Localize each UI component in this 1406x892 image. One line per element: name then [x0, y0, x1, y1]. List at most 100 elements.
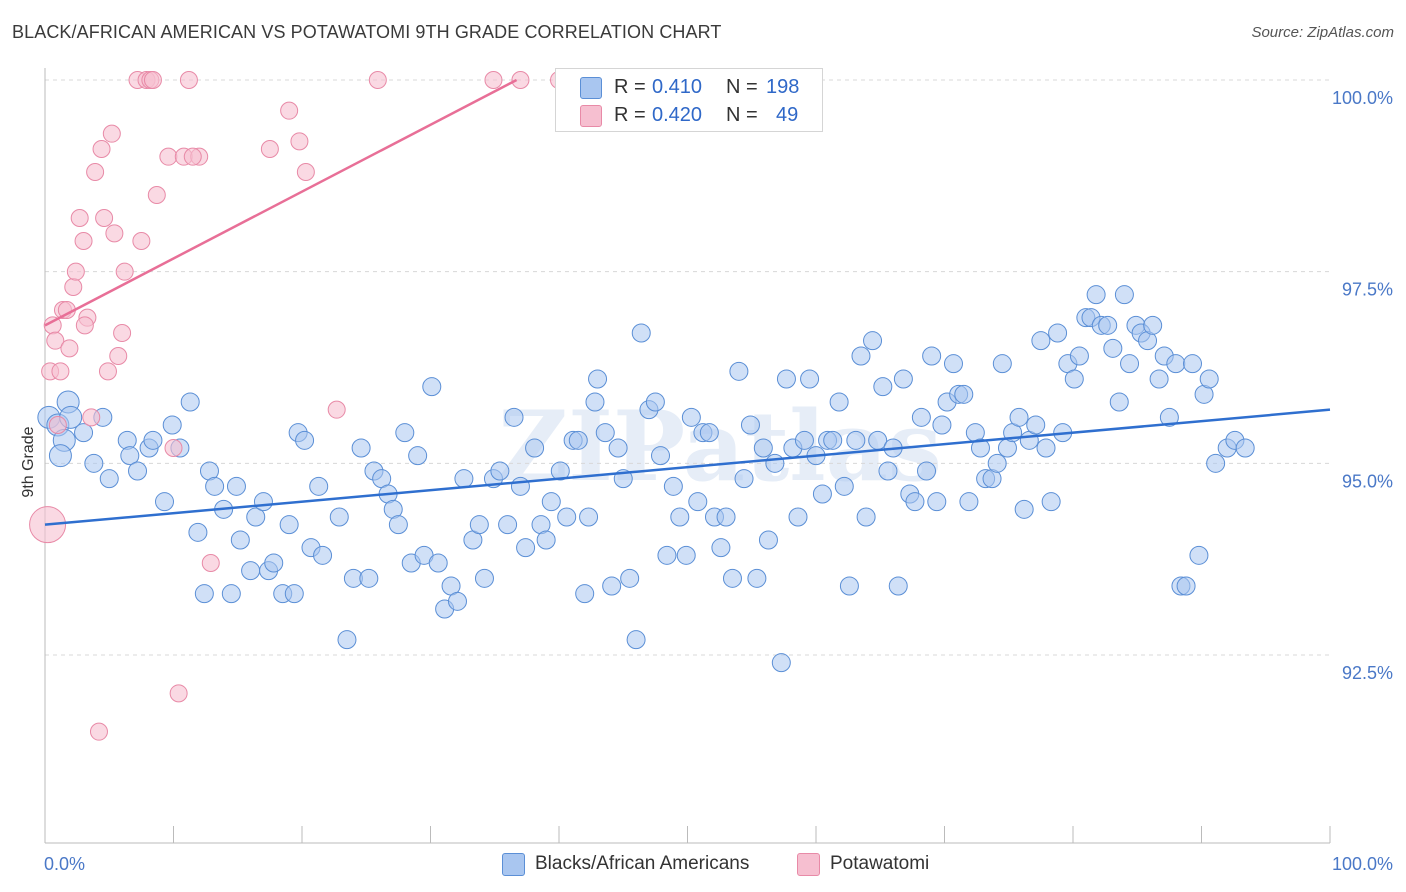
scatter-point-blacks	[454, 469, 474, 489]
scatter-point-potawatomi	[75, 316, 94, 335]
scatter-point-potawatomi	[82, 408, 101, 427]
scatter-point-blacks	[758, 530, 778, 550]
scatter-point-blacks	[284, 584, 304, 604]
scatter-point-blacks	[74, 423, 94, 443]
scatter-point-blacks	[309, 476, 329, 496]
scatter-point-potawatomi	[46, 331, 65, 350]
scatter-point-blacks	[987, 453, 1007, 473]
scatter-point-blacks	[1064, 369, 1084, 389]
scatter-point-blacks	[1014, 499, 1034, 519]
x-tick-label: 100.0%	[1332, 854, 1393, 874]
scatter-point-blacks	[264, 553, 284, 573]
scatter-point-blacks	[800, 369, 820, 389]
scatter-point-blacks	[911, 407, 931, 427]
scatter-point-potawatomi	[98, 362, 117, 381]
scatter-point-blacks	[959, 492, 979, 512]
scatter-point-blacks	[812, 484, 832, 504]
scatter-point-blacks	[253, 492, 273, 512]
scatter-point-blacks	[722, 568, 742, 588]
scatter-point-blacks	[681, 407, 701, 427]
scatter-point-blacks	[180, 392, 200, 412]
scatter-point-blacks	[670, 507, 690, 527]
scatter-point-blacks	[771, 653, 791, 673]
scatter-point-blacks	[1086, 285, 1106, 305]
scatter-point-blacks	[873, 377, 893, 397]
scatter-point-blacks	[490, 461, 510, 481]
legend-n-label: N =	[726, 76, 758, 98]
scatter-point-potawatomi	[260, 140, 279, 158]
scatter-point-blacks	[651, 446, 671, 466]
trend-line-potawatomi	[44, 78, 518, 327]
scatter-point-blacks	[922, 346, 942, 366]
scatter-point-blacks	[246, 507, 266, 527]
scatter-point-blacks	[839, 576, 859, 596]
scatter-point-blacks	[84, 453, 104, 473]
legend-swatch-pink	[580, 105, 602, 127]
scatter-point-blacks	[588, 369, 608, 389]
scatter-point-blacks	[1098, 315, 1118, 335]
scatter-point-potawatomi	[74, 232, 93, 250]
scatter-point-blacks	[1176, 576, 1196, 596]
scatter-point-blacks	[676, 545, 696, 565]
scatter-point-blacks	[1159, 407, 1179, 427]
y-tick-label: 92.5%	[1342, 663, 1393, 683]
scatter-point-blacks	[776, 369, 796, 389]
scatter-point-blacks	[422, 377, 442, 397]
scatter-point-blacks	[788, 507, 808, 527]
scatter-point-blacks	[469, 515, 489, 535]
bottom-legend-swatch-blue	[502, 853, 525, 876]
scatter-point-blacks	[893, 369, 913, 389]
bottom-legend-label: Blacks/African Americans	[535, 853, 750, 874]
chart-title: BLACK/AFRICAN AMERICAN VS POTAWATOMI 9TH…	[12, 22, 722, 42]
scatter-point-blacks	[657, 545, 677, 565]
scatter-point-blacks	[568, 430, 588, 450]
scatter-point-potawatomi	[280, 101, 299, 120]
scatter-point-blacks	[1041, 492, 1061, 512]
scatter-point-potawatomi	[66, 262, 85, 281]
scatter-point-blacks	[1183, 354, 1203, 374]
scatter-point-blacks	[313, 545, 333, 565]
scatter-point-blacks	[863, 331, 883, 351]
scatter-point-potawatomi	[70, 209, 89, 227]
scatter-point-blacks	[992, 354, 1012, 374]
scatter-point-blacks	[128, 461, 148, 481]
scatter-point-blacks	[888, 576, 908, 596]
scatter-point-potawatomi	[159, 147, 178, 166]
scatter-point-blacks	[1235, 438, 1255, 458]
bottom-legend-swatch-pink	[797, 853, 820, 876]
scatter-point-blacks	[794, 430, 814, 450]
scatter-point-blacks	[194, 584, 214, 604]
scatter-point-potawatomi	[296, 163, 315, 181]
legend-r-label: R =	[614, 76, 646, 98]
series-blacks-african-americans	[37, 285, 1255, 673]
scatter-point-potawatomi	[169, 684, 188, 703]
scatter-point-potawatomi	[327, 400, 346, 419]
scatter-point-blacks	[1143, 315, 1163, 335]
scatter-point-blacks	[1114, 285, 1134, 305]
scatter-point-blacks	[856, 507, 876, 527]
scatter-point-blacks	[120, 446, 140, 466]
legend-swatch-blue	[580, 77, 602, 99]
scatter-point-potawatomi	[51, 362, 70, 381]
scatter-point-blacks	[188, 522, 208, 542]
scatter-point-blacks	[536, 530, 556, 550]
scatter-point-blacks	[734, 469, 754, 489]
scatter-point-blacks	[474, 568, 494, 588]
x-tick-label: 0.0%	[44, 854, 85, 874]
scatter-point-blacks	[927, 492, 947, 512]
scatter-point-potawatomi	[89, 722, 108, 741]
scatter-point-blacks	[729, 361, 749, 381]
scatter-point-blacks	[917, 461, 937, 481]
tick-labels: 92.5% 95.0% 97.5% 100.0% 0.0% 100.0%	[44, 88, 1393, 874]
scatter-point-blacks	[388, 515, 408, 535]
scatter-point-blacks	[765, 453, 785, 473]
scatter-point-blacks	[351, 438, 371, 458]
scatter-point-blacks	[1199, 369, 1219, 389]
scatter-point-blacks	[575, 584, 595, 604]
scatter-point-blacks	[711, 538, 731, 558]
scatter-point-blacks	[579, 507, 599, 527]
legend-r-label: R =	[614, 104, 646, 126]
legend-n-value: 198	[766, 76, 800, 98]
scatter-point-potawatomi	[147, 186, 166, 204]
